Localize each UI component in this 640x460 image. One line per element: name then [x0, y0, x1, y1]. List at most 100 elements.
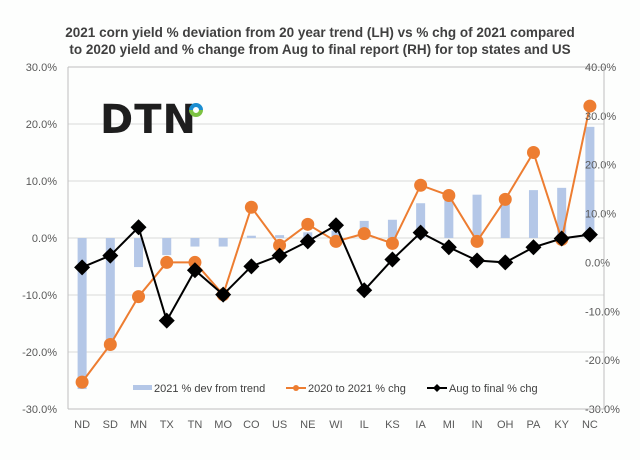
right-tick-label: 0.0% [585, 257, 610, 269]
left-tick-label: -30.0% [22, 404, 57, 416]
dtn-logo: DTN [100, 100, 197, 140]
bar [387, 219, 397, 238]
legend-swatch-marker [293, 385, 299, 391]
bar [162, 238, 172, 256]
x-tick-label: MO [214, 419, 232, 431]
diamond-marker [553, 230, 570, 247]
diamond-marker [102, 247, 119, 264]
diamond-marker [186, 262, 203, 279]
bar-series [77, 126, 595, 390]
x-tick-label: CO [243, 419, 260, 431]
circle-marker [103, 338, 117, 352]
x-tick-label: ND [74, 419, 90, 431]
circle-marker [470, 234, 484, 248]
diamond-marker [581, 226, 598, 243]
diamond-marker [215, 286, 232, 303]
diamond-marker [497, 254, 514, 271]
x-tick-label: IA [415, 419, 426, 431]
diamond-marker [299, 233, 316, 250]
circle-marker [75, 375, 89, 389]
diamond-marker [525, 239, 542, 256]
x-tick-label: KY [554, 419, 569, 431]
logo-dot-icon [189, 103, 203, 117]
left-tick-label: -20.0% [22, 347, 57, 359]
bar [585, 126, 595, 238]
x-tick-label: TN [188, 419, 203, 431]
bar [218, 238, 228, 247]
left-tick-label: 0.0% [32, 233, 57, 245]
circle-marker [329, 234, 343, 248]
diamond-marker [130, 219, 147, 236]
x-tick-label: KS [385, 419, 400, 431]
diamond-marker [356, 282, 373, 299]
circle-marker [357, 227, 371, 241]
diamond-marker [469, 252, 486, 269]
circle-marker [385, 236, 399, 250]
x-tick-label: IL [360, 419, 369, 431]
right-tick-label: 40.0% [585, 62, 616, 74]
x-tick-label: SD [103, 419, 118, 431]
circle-marker [132, 290, 146, 304]
right-tick-label: -20.0% [585, 355, 620, 367]
bar [246, 235, 256, 238]
left-tick-label: 10.0% [26, 176, 57, 188]
left-tick-label: -10.0% [22, 290, 57, 302]
circle-marker [414, 178, 428, 192]
legend-label: 2020 to 2021 % chg [308, 383, 406, 395]
x-tick-label: NC [582, 419, 598, 431]
bar [472, 194, 482, 238]
x-tick-label: NE [300, 419, 315, 431]
left-tick-label: 30.0% [26, 62, 57, 74]
circle-marker [442, 188, 456, 202]
bar [557, 187, 567, 238]
circle-marker [301, 217, 315, 231]
circle-marker [583, 99, 597, 113]
bar [444, 200, 454, 238]
diamond-marker [384, 251, 401, 268]
x-tick-label: MN [130, 419, 147, 431]
right-tick-label: -30.0% [585, 404, 620, 416]
diamond-marker [271, 247, 288, 264]
bar [105, 238, 115, 349]
diamond-marker [158, 312, 175, 329]
legend: 2021 % dev from trend 2020 to 2021 % chg A… [133, 383, 538, 395]
diamond-marker [412, 224, 429, 241]
x-tick-label: TX [160, 419, 175, 431]
line-series [74, 99, 598, 389]
x-tick-label: US [272, 419, 287, 431]
right-tick-label: 10.0% [585, 209, 616, 221]
chart-title: 2021 corn yield % deviation from 20 year… [0, 24, 640, 58]
bar [190, 238, 200, 247]
x-tick-label: WI [329, 419, 342, 431]
circle-marker [244, 200, 258, 214]
bar [77, 238, 87, 390]
diamond-marker [440, 239, 457, 256]
right-tick-label: 20.0% [585, 160, 616, 172]
legend-swatch-bar [133, 385, 152, 390]
left-axis: 30.0% 20.0% 10.0% 0.0% -10.0% -20.0% -30.0% [22, 62, 69, 416]
x-axis: ND SD MN TX TN MO CO US NE WI IL KS IA MI IN OH PA KY NC [68, 408, 604, 431]
right-tick-label: -10.0% [585, 306, 620, 318]
x-tick-label: PA [527, 419, 542, 431]
diamond-marker [74, 259, 91, 276]
bar [134, 238, 144, 268]
chart-title-line-2: to 2020 yield and % change from Aug to f… [69, 42, 571, 57]
legend-label: 2021 % dev from trend [154, 383, 265, 395]
circle-marker [498, 192, 512, 206]
chart-title-line-1: 2021 corn yield % deviation from 20 year… [65, 25, 575, 40]
logo-text: DTN [100, 97, 197, 143]
diamond-marker [328, 217, 344, 234]
right-axis: 40.0% 30.0% 20.0% 10.0% 0.0% -10.0% -20.0% -30.… [585, 62, 620, 416]
bar [275, 235, 285, 238]
bar [528, 190, 538, 238]
left-tick-label: 20.0% [26, 119, 57, 131]
x-tick-label: IN [472, 419, 483, 431]
gridlines [68, 66, 604, 353]
x-tick-label: OH [497, 419, 514, 431]
circle-marker [273, 238, 287, 252]
bar [500, 196, 510, 238]
diamond-marker [243, 258, 260, 275]
x-tick-label: MI [443, 419, 455, 431]
circle-marker [526, 146, 540, 159]
